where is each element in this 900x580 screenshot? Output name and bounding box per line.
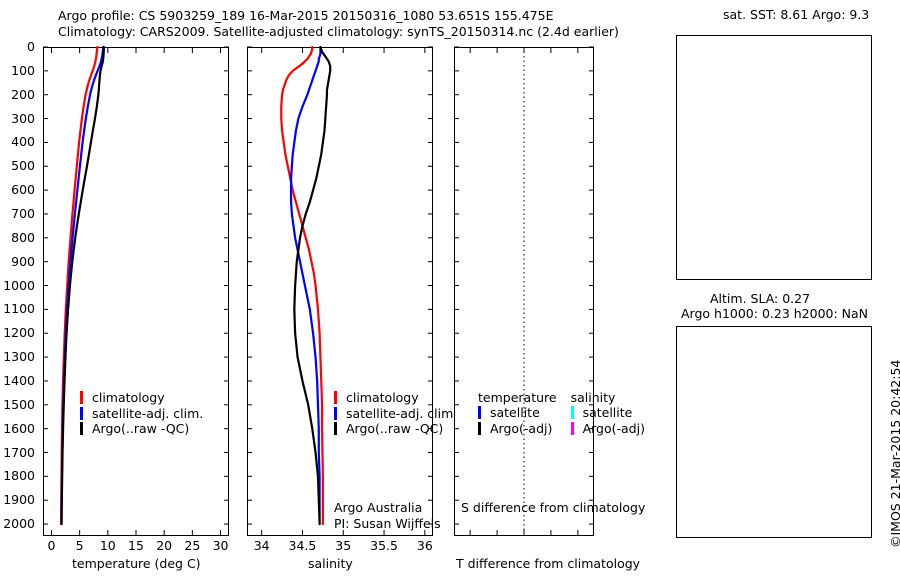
sla-map-title-line1: Altim. SLA: 0.27 (710, 291, 811, 306)
depth-tick-label: 100 (11, 62, 35, 78)
sst-map-yaxis-ticklabels (640, 35, 672, 280)
legend-label-climatology-salinity: climatology (345, 390, 419, 405)
pi-name-text: PI: Susan Wijffels (334, 516, 441, 531)
depth-tick-label: 1700 (3, 444, 35, 460)
legend-label-argo-raw: Argo(..raw -QC) (91, 421, 190, 436)
legend-swatch-argo-raw-salinity (334, 422, 337, 435)
axis-tick-label: 10 (99, 538, 116, 553)
legend-item-salinity-satellite: satellite (570, 405, 645, 421)
legend-item-temperature-argo-adj: Argo(-adj) (478, 421, 557, 437)
imos-credit-text: ©IMOS 21-Mar-2015 20:42:54 (888, 359, 900, 548)
legend-item-climatology-salinity: climatology (334, 390, 457, 406)
legend-swatch-argo-raw (80, 422, 83, 435)
difference-legend: temperature salinity satellite satellite (478, 390, 645, 436)
difference-plot (454, 46, 594, 536)
sla-map-image (677, 327, 871, 537)
legend-item-satellite-adj-clim-salinity: satellite-adj. clim. (334, 406, 457, 422)
difference-legend-header-temperature: temperature (478, 390, 557, 405)
salinity-xaxis-ticklabels: 34 34.5 35 35.5 36 (247, 538, 433, 556)
axis-tick-label: 35.5 (370, 538, 398, 553)
depth-tick-label: 0 (27, 39, 35, 54)
legend-item-salinity-argo-adj: Argo(-adj) (570, 420, 645, 437)
legend-swatch-satellite-adj-clim (80, 406, 83, 420)
depth-tick-label: 900 (11, 253, 35, 269)
temperature-legend: climatology satellite-adj. clim. Argo(..… (80, 390, 203, 437)
difference-legend-header-salinity: salinity (570, 390, 616, 405)
depth-tick-label: 1100 (3, 301, 35, 317)
depth-tick-label: 1400 (3, 372, 35, 388)
axis-tick-label: 30 (212, 538, 229, 553)
depth-tick-label: 2000 (3, 516, 35, 532)
temperature-panel-frame (43, 47, 229, 536)
sla-map-overlay (676, 326, 872, 538)
legend-swatch-temperature-argo-adj (478, 421, 481, 435)
legend-item-argo-raw-salinity: Argo(..raw -QC) (334, 421, 457, 437)
salinity-panel-frame (247, 47, 433, 536)
legend-swatch-salinity-satellite (570, 406, 574, 419)
legend-label-salinity-satellite: satellite (582, 405, 633, 420)
imos-credit: ©IMOS 21-Mar-2015 20:42:54 (888, 360, 900, 563)
sla-map-title-line2: Argo h1000: 0.23 h2000: NaN (681, 306, 869, 321)
depth-tick-label: 300 (11, 110, 35, 126)
axis-tick-label: 5 (75, 538, 84, 553)
legend-item-temperature-satellite: satellite (478, 405, 557, 421)
axis-tick-label: 34 (253, 538, 270, 553)
legend-item-climatology: climatology (80, 390, 203, 406)
legend-label-temperature-argo-adj: Argo(-adj) (489, 420, 553, 436)
salinity-plot (247, 45, 433, 536)
legend-label-climatology: climatology (91, 390, 165, 405)
axis-tick-label: 15 (128, 538, 144, 553)
salinity-xaxis-label: salinity (308, 556, 353, 571)
axis-tick-label: 35 (335, 538, 352, 553)
depth-tick-label: 1800 (3, 468, 35, 484)
axis-tick-label: 0 (47, 538, 56, 553)
depth-tick-label: 400 (11, 134, 35, 150)
axis-tick-label: 36 (416, 538, 433, 553)
temperature-yaxis-ticklabels: 0 100 200 300 400 500 600 700 800 900 1000 1100 1200… (0, 39, 40, 536)
depth-tick-label: 200 (11, 86, 35, 102)
page-title-line1: Argo profile: CS 5903259_189 16-Mar-2015… (58, 8, 554, 23)
legend-swatch-salinity-argo-adj (570, 421, 574, 435)
legend-item-argo-raw: Argo(..raw -QC) (80, 421, 203, 437)
depth-tick-label: 600 (11, 182, 35, 198)
sla-map-xaxis-ticklabels (676, 540, 872, 558)
sst-map-overlay (676, 35, 872, 280)
temperature-plot (43, 45, 229, 536)
depth-tick-label: 1600 (3, 420, 35, 436)
legend-swatch-climatology-salinity (334, 391, 337, 404)
difference-bottom-xaxis-label: T difference from climatology (456, 556, 641, 571)
depth-tick-label: 500 (11, 158, 35, 174)
legend-item-satellite-adj-clim: satellite-adj. clim. (80, 406, 203, 422)
sst-map-image (677, 36, 871, 279)
sla-map-yaxis-ticklabels (640, 326, 672, 538)
legend-label-satellite-adj-clim: satellite-adj. clim. (91, 405, 204, 421)
legend-label-salinity-argo-adj: Argo(-adj) (582, 420, 645, 436)
legend-swatch-satellite-adj-clim-salinity (334, 406, 337, 420)
temperature-xaxis-ticklabels: 0 5 10 15 20 25 30 (43, 538, 229, 556)
difference-top-xaxis-ticklabels (454, 516, 594, 534)
sst-map-title: sat. SST: 8.61 Argo: 9.3 (723, 7, 870, 22)
salinity-legend: climatology satellite-adj. clim. Argo(..… (334, 390, 457, 437)
temperature-xaxis-label: temperature (deg C) (72, 556, 201, 571)
depth-tick-label: 800 (11, 229, 35, 245)
axis-tick-label: 25 (184, 538, 201, 553)
argo-australia-text: Argo Australia (334, 500, 423, 515)
difference-top-xaxis-label: S difference from climatology (461, 500, 646, 515)
page-title-line2: Climatology: CARS2009. Satellite-adjuste… (58, 24, 619, 39)
legend-label-argo-raw-salinity: Argo(..raw -QC) (345, 421, 444, 436)
depth-tick-label: 1500 (3, 396, 35, 412)
depth-tick-label: 700 (11, 205, 35, 221)
depth-tick-label: 1000 (3, 277, 35, 293)
axis-tick-label: 34.5 (288, 538, 317, 553)
axis-tick-label: 20 (156, 538, 173, 553)
depth-tick-label: 1200 (3, 325, 35, 341)
difference-bottom-xaxis-ticklabels (454, 538, 594, 556)
legend-label-satellite-adj-clim-salinity: satellite-adj. clim. (345, 405, 458, 421)
legend-label-temperature-satellite: satellite (489, 405, 540, 420)
legend-swatch-climatology (80, 391, 83, 404)
depth-tick-label: 1900 (3, 492, 35, 508)
legend-swatch-temperature-satellite (478, 406, 481, 419)
depth-tick-label: 1300 (3, 349, 35, 365)
